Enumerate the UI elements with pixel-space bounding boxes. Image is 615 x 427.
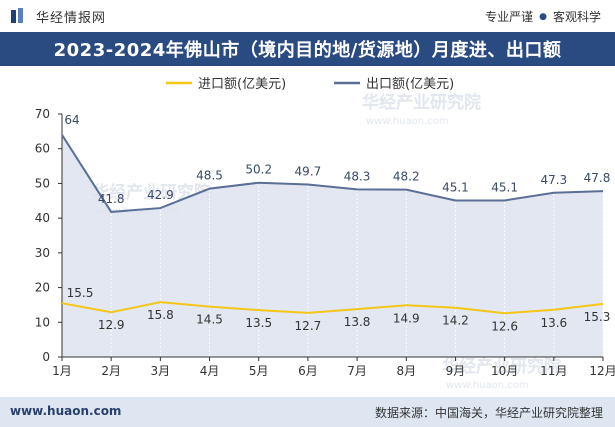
data-label-import: 15.8 (147, 308, 174, 322)
x-tick-label: 1月 (52, 364, 72, 378)
slogan: 专业严谨 ● 客观科学 (485, 8, 601, 25)
watermark-url: www.huaon.com (366, 116, 449, 127)
data-label-import: 12.7 (295, 319, 322, 333)
data-label-export: 47.8 (584, 171, 611, 185)
data-label-export: 64 (64, 113, 79, 127)
series-line-import (61, 301, 604, 315)
data-label-import: 13.5 (245, 316, 272, 330)
data-label-export: 47.3 (540, 173, 567, 187)
data-label-export: 48.2 (393, 170, 420, 184)
data-label-import: 13.6 (540, 316, 567, 330)
top-bar: 华经情报网 专业严谨 ● 客观科学 (0, 0, 615, 32)
footer-bar: www.huaon.com 数据来源：中国海关，华经产业研究院整理 (0, 397, 615, 427)
data-label-export: 45.1 (442, 180, 469, 194)
x-tick-label: 10月 (491, 364, 518, 378)
watermark-text: 华经产业研究院 (442, 356, 561, 377)
brand-name: 华经情报网 (36, 10, 107, 26)
y-tick-label: 30 (35, 246, 50, 260)
data-label-import: 13.8 (344, 315, 371, 329)
bullet-icon: ● (539, 11, 547, 22)
export-area (62, 134, 603, 357)
footer-source: 数据来源：中国海关，华经产业研究院整理 (374, 406, 603, 420)
x-tick-label: 5月 (249, 364, 269, 378)
data-label-import: 12.9 (98, 318, 125, 332)
x-tick-label: 4月 (200, 364, 220, 378)
x-tick-label: 6月 (298, 364, 318, 378)
x-tick-label: 3月 (151, 364, 171, 378)
watermark-text: 华经产业研究院 (362, 92, 481, 113)
x-tick-label: 12月 (589, 364, 615, 378)
x-tick-label: 2月 (101, 364, 121, 378)
y-tick-label: 0 (42, 350, 50, 364)
data-label-export: 48.5 (196, 169, 223, 183)
brand: 华经情报网 (10, 7, 107, 26)
data-label-import: 14.2 (442, 314, 469, 328)
watermark-url: www.huaon.com (446, 380, 529, 391)
y-tick-label: 20 (35, 281, 50, 295)
x-tick-label: 8月 (396, 364, 416, 378)
data-label-import: 15.5 (67, 286, 94, 300)
legend-label-export: 出口额(亿美元) (366, 77, 454, 92)
legend-label-import: 进口额(亿美元) (198, 77, 286, 92)
brand-logo-icon (10, 8, 28, 24)
data-label-export: 41.8 (98, 192, 125, 206)
watermark-text: 华经产业研究院 (92, 182, 211, 203)
slogan-left: 专业严谨 (485, 10, 534, 24)
y-tick-label: 50 (35, 176, 50, 190)
data-label-export: 49.7 (295, 164, 322, 178)
y-tick-label: 70 (35, 107, 50, 121)
chart-area: 华经产业研究院 www.huaon.com 华经产业研究院 www.huaon.com… (0, 66, 615, 397)
data-label-export: 50.2 (245, 163, 272, 177)
x-tick-label: 11月 (540, 364, 567, 378)
footer-url: www.huaon.com (10, 404, 122, 418)
data-label-import: 14.9 (393, 311, 420, 325)
y-tick-label: 60 (35, 142, 50, 156)
data-label-export: 48.3 (344, 169, 371, 183)
y-tick-label: 10 (35, 315, 50, 329)
x-tick-label: 9月 (446, 364, 466, 378)
slogan-right: 客观科学 (552, 10, 601, 24)
data-label-import: 15.3 (584, 310, 611, 324)
x-tick-label: 7月 (347, 364, 367, 378)
y-tick-label: 40 (35, 211, 50, 225)
data-label-import: 12.6 (491, 319, 518, 333)
line-chart: 华经产业研究院 www.huaon.com 华经产业研究院 www.huaon.com… (35, 77, 615, 391)
data-label-export: 42.9 (147, 188, 174, 202)
series-line-export (61, 134, 604, 213)
data-label-import: 14.5 (196, 313, 223, 327)
chart-title: 2023-2024年佛山市（境内目的地/货源地）月度进、出口额 (53, 40, 562, 61)
data-label-export: 45.1 (491, 180, 518, 194)
chart-title-bar: 2023-2024年佛山市（境内目的地/货源地）月度进、出口额 (0, 32, 615, 66)
